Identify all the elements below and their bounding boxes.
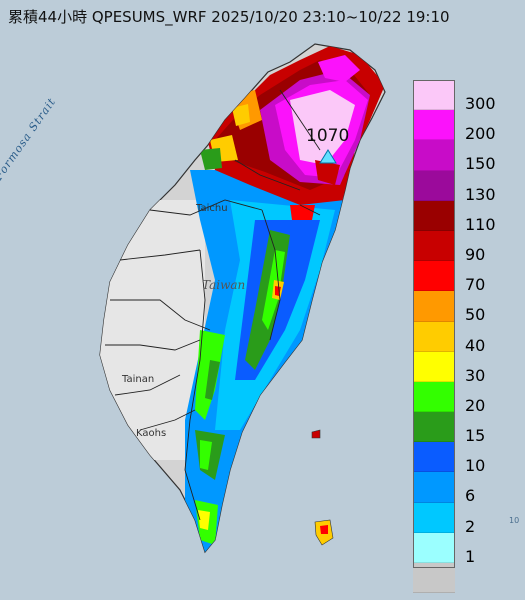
green-island bbox=[311, 429, 321, 439]
city-label-taichung: Taichu bbox=[196, 203, 228, 214]
legend-swatch bbox=[413, 230, 455, 262]
county-boundaries bbox=[105, 89, 321, 521]
legend-swatch bbox=[413, 80, 455, 111]
legend-label: 130 bbox=[465, 184, 496, 204]
legend-label: 200 bbox=[465, 124, 496, 144]
legend-row: 1 bbox=[413, 532, 515, 566]
legend-row: 10 bbox=[413, 442, 515, 476]
legend-row: 15 bbox=[413, 412, 515, 446]
legend-swatch bbox=[413, 502, 455, 533]
legend-row: 110 bbox=[413, 200, 515, 234]
legend-swatch bbox=[413, 261, 455, 292]
legend-row: 40 bbox=[413, 321, 515, 355]
legend-label: 110 bbox=[465, 214, 496, 234]
legend-label: 40 bbox=[465, 335, 486, 355]
legend-label: 300 bbox=[465, 94, 496, 113]
legend-swatch bbox=[413, 381, 455, 413]
legend-swatch bbox=[413, 442, 455, 473]
max-value-marker-icon bbox=[319, 149, 337, 164]
legend-swatch bbox=[413, 351, 455, 382]
legend-row: 2 bbox=[413, 502, 515, 536]
legend-row: 130 bbox=[413, 170, 515, 204]
rainfall-field bbox=[100, 46, 385, 552]
legend-swatch bbox=[413, 412, 455, 443]
legend-row: 30 bbox=[413, 351, 515, 385]
legend-row: 6 bbox=[413, 472, 515, 506]
max-value-label: 1070 bbox=[306, 126, 350, 146]
legend-row: 20 bbox=[413, 381, 515, 415]
legend-swatch bbox=[413, 321, 455, 352]
legend-label: 1 bbox=[465, 546, 476, 566]
legend-label: 70 bbox=[465, 275, 486, 295]
legend-label: 150 bbox=[465, 154, 496, 174]
legend-row: 90 bbox=[413, 230, 515, 264]
legend-swatch bbox=[413, 140, 455, 171]
legend-swatch bbox=[413, 291, 455, 322]
legend-swatch bbox=[413, 563, 455, 594]
legend-swatch bbox=[413, 200, 455, 231]
map-title: 累積44小時 QPESUMS_WRF 2025/10/20 23:10~10/2… bbox=[8, 8, 450, 26]
city-label-tainan: Tainan bbox=[122, 374, 155, 385]
color-legend: 300 200 150 130 110 90 70 50 40 30 20 15 10 6 2 1 bbox=[413, 80, 515, 594]
orchid-island-core bbox=[320, 525, 328, 534]
legend-row: 300 bbox=[413, 80, 515, 113]
city-label-kaohsiung: Kaohs bbox=[136, 428, 167, 439]
legend-row: 150 bbox=[413, 140, 515, 174]
legend-row: 70 bbox=[413, 261, 515, 295]
legend-label: 20 bbox=[465, 395, 486, 415]
legend-row: 50 bbox=[413, 291, 515, 325]
legend-label: 90 bbox=[465, 244, 486, 264]
edge-mark: 10 bbox=[509, 516, 520, 525]
legend-swatch bbox=[413, 532, 455, 563]
legend-label: 10 bbox=[465, 456, 486, 476]
island-label: Taiwan bbox=[202, 278, 246, 292]
legend-swatch bbox=[413, 110, 455, 141]
legend-label: 30 bbox=[465, 365, 486, 385]
legend-label: 2 bbox=[465, 516, 476, 536]
legend-label: 50 bbox=[465, 305, 486, 325]
legend-row bbox=[413, 563, 515, 594]
legend-label: 15 bbox=[465, 426, 486, 446]
legend-swatch bbox=[413, 170, 455, 201]
legend-row: 200 bbox=[413, 110, 515, 144]
legend-swatch bbox=[413, 472, 455, 503]
legend-label: 6 bbox=[465, 486, 476, 506]
